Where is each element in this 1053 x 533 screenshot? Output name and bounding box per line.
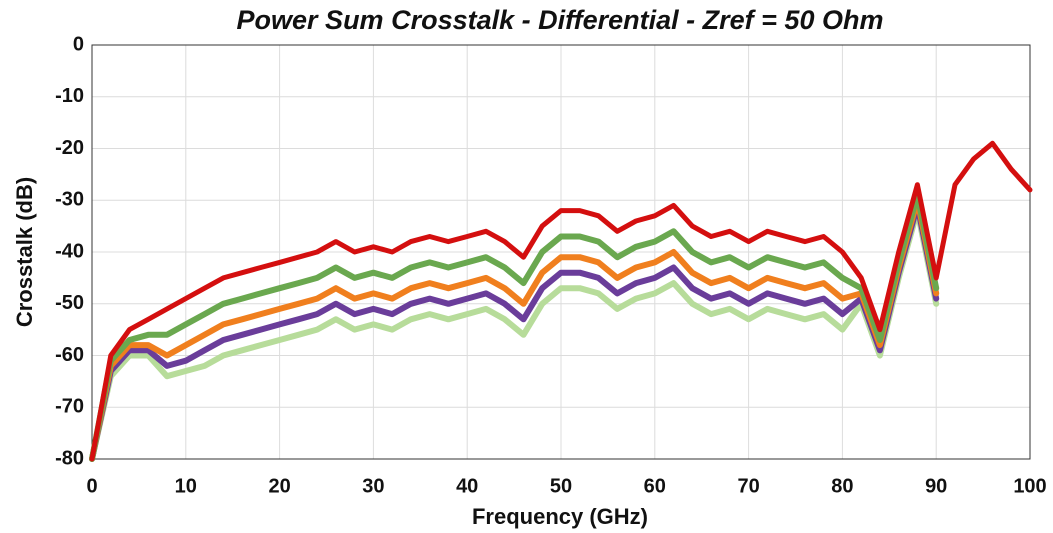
y-tick-label: -30 [55,189,84,211]
x-tick-label: 60 [644,475,666,497]
series-line [89,202,940,462]
x-tick-label: 0 [86,475,97,497]
y-tick-label: -60 [55,344,84,366]
series-line [89,207,940,462]
x-tick-label: 20 [268,475,290,497]
x-tick-label: 30 [362,475,384,497]
x-axis-label: Frequency (GHz) [472,504,648,529]
x-tick-label: 10 [175,475,197,497]
y-tick-label: -50 [55,292,84,314]
y-tick-label: -70 [55,396,84,418]
y-tick-label: -40 [55,240,84,262]
y-tick-label: 0 [73,33,84,55]
x-tick-label: 90 [925,475,947,497]
y-tick-label: -20 [55,137,84,159]
x-tick-label: 100 [1013,475,1046,497]
series-line [89,192,940,462]
x-tick-label: 50 [550,475,572,497]
chart-title: Power Sum Crosstalk - Differential - Zre… [237,5,884,35]
series-line [89,197,940,462]
x-tick-label: 40 [456,475,478,497]
series-line [89,140,1033,462]
plot-frame [91,44,1031,460]
x-tick-label: 70 [737,475,759,497]
y-tick-label: -80 [55,447,84,469]
y-axis-label: Crosstalk (dB) [12,177,37,327]
x-tick-label: 80 [831,475,853,497]
y-tick-label: -10 [55,85,84,107]
